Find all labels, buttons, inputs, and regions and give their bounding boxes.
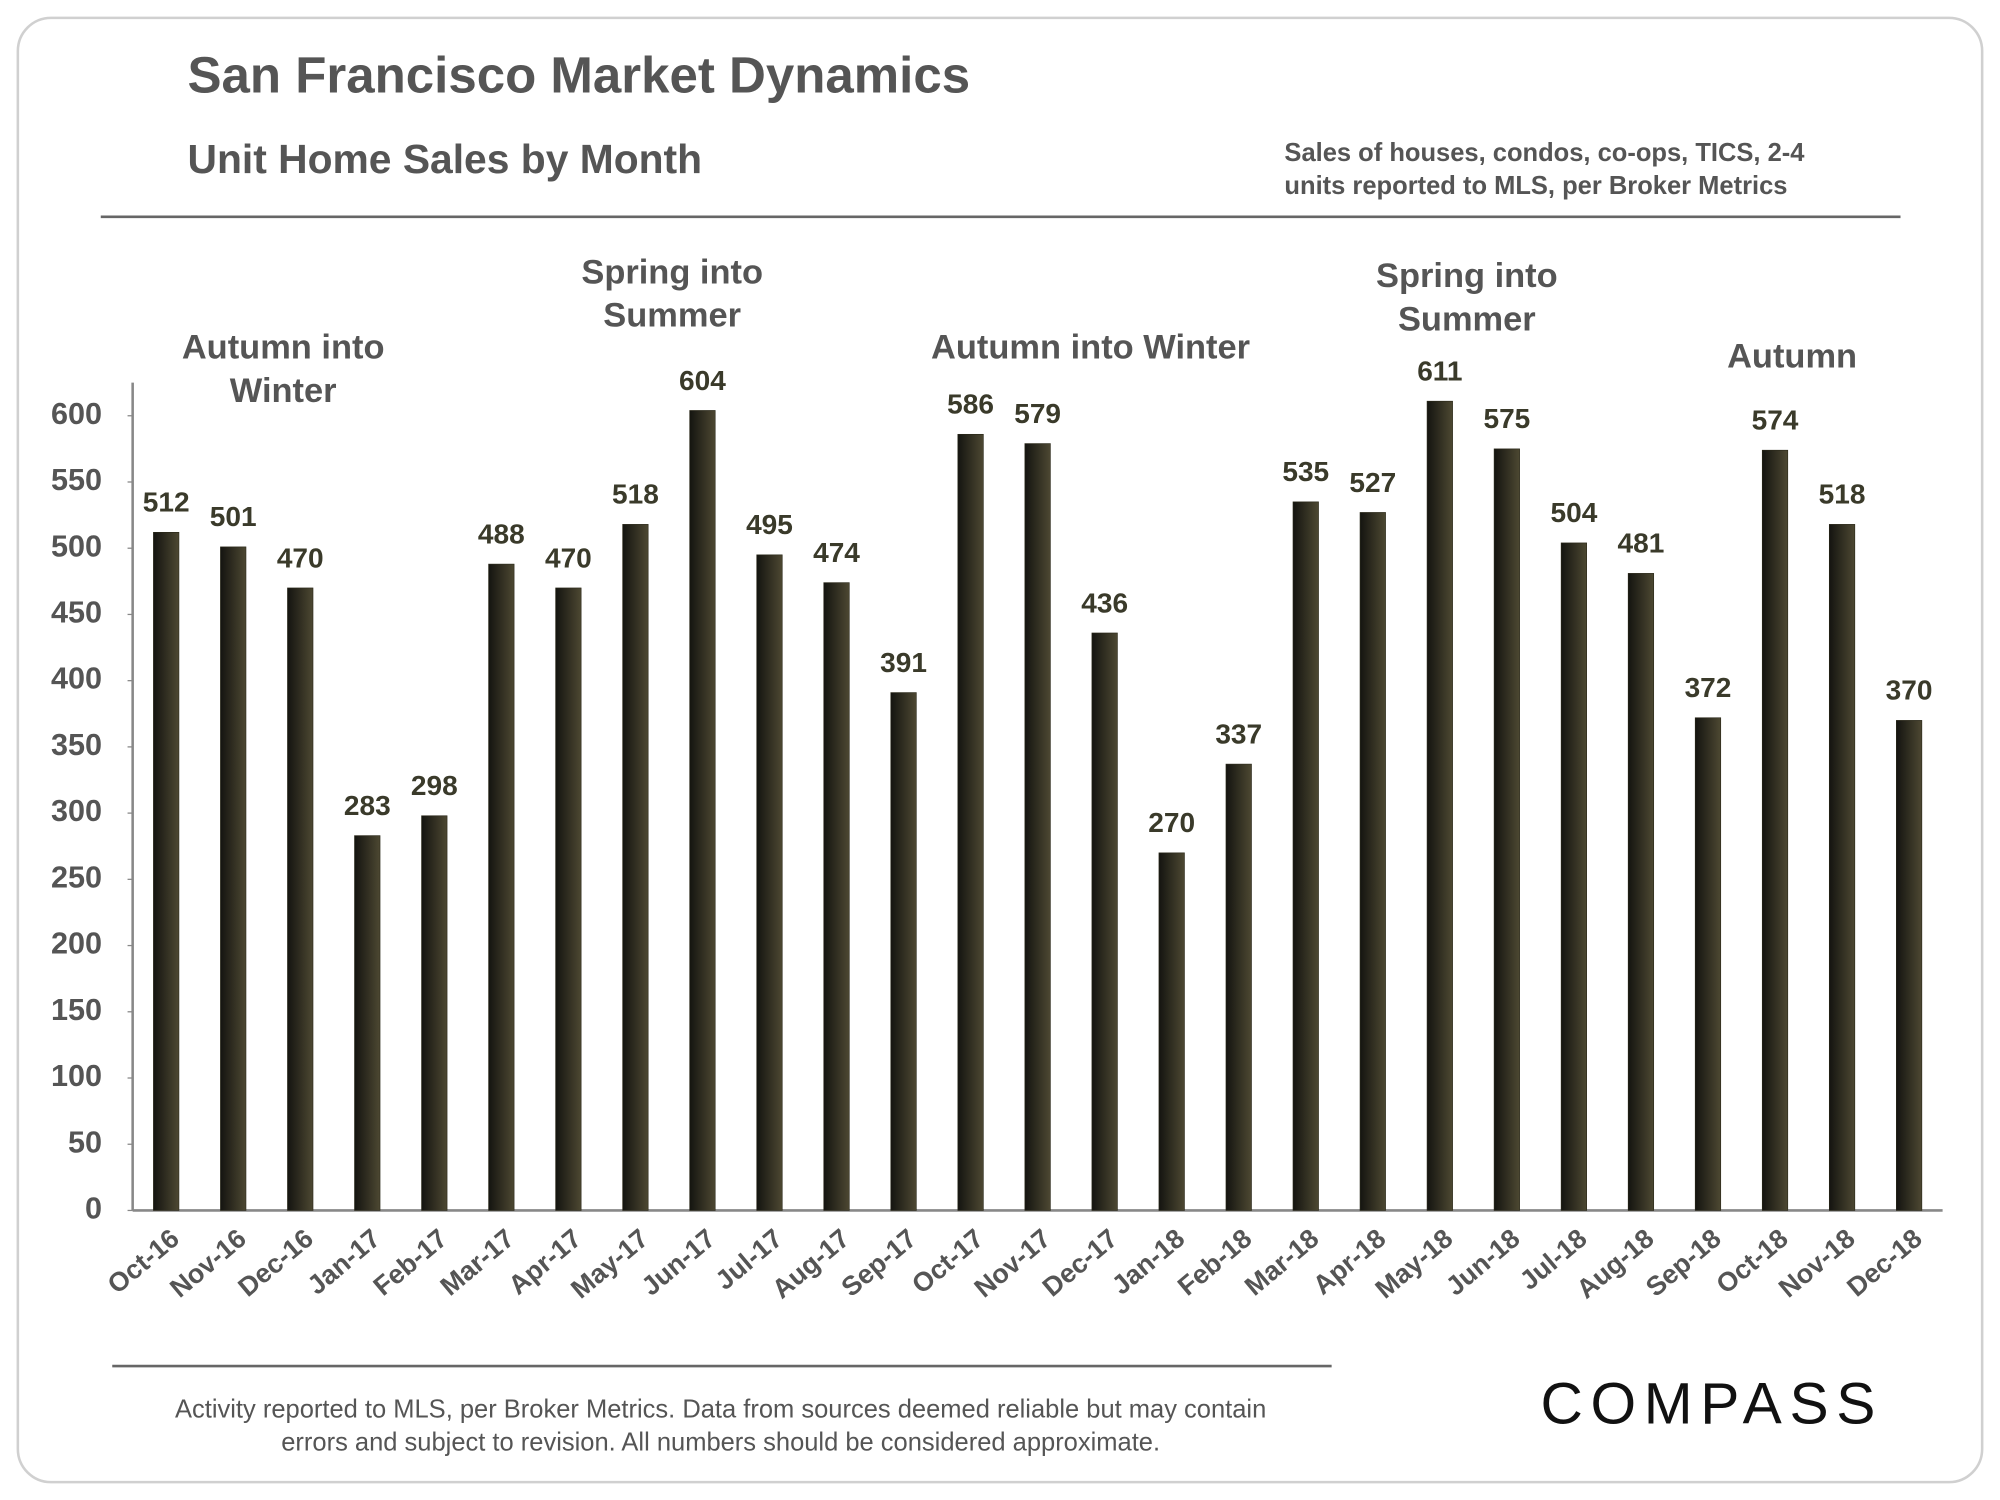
bar (622, 524, 649, 1211)
annotation: Spring into (581, 253, 763, 291)
data-label: 518 (612, 479, 659, 510)
annotation: Summer (603, 297, 741, 335)
data-label: 488 (478, 518, 525, 549)
bar (354, 835, 381, 1211)
bar (555, 587, 582, 1211)
bar (823, 582, 850, 1211)
footer: errors and subject to revision. All numb… (281, 1429, 1160, 1457)
annotation: Summer (1398, 301, 1536, 339)
bar (421, 815, 448, 1211)
data-label: 512 (143, 487, 190, 518)
y-tick-label: 0 (85, 1192, 102, 1226)
data-label: 370 (1886, 675, 1933, 706)
bar (1896, 720, 1923, 1211)
note: units reported to MLS, per Broker Metric… (1284, 172, 1787, 200)
bar (1426, 400, 1453, 1211)
bar (1627, 573, 1655, 1211)
y-tick-label: 150 (51, 993, 102, 1027)
bar (220, 546, 247, 1211)
data-label: 470 (545, 542, 592, 573)
bar (287, 587, 314, 1211)
bar (1158, 852, 1185, 1211)
bar (153, 532, 180, 1211)
annotation: Spring into (1376, 257, 1558, 295)
data-label: 501 (210, 501, 257, 532)
y-tick-label: 450 (51, 596, 102, 630)
footer: Activity reported to MLS, per Broker Met… (175, 1395, 1266, 1423)
data-label: 535 (1282, 456, 1329, 487)
data-label: 586 (947, 389, 994, 420)
bar (1359, 512, 1386, 1211)
annotation: Winter (230, 372, 337, 410)
y-tick-label: 250 (51, 860, 102, 894)
data-label: 527 (1349, 467, 1396, 498)
y-tick-label: 200 (51, 927, 102, 961)
data-label: 518 (1819, 479, 1866, 510)
data-label: 391 (880, 647, 927, 678)
data-label: 298 (411, 770, 458, 801)
bar (756, 554, 783, 1211)
bar (1493, 448, 1520, 1211)
chart-subtitle: Unit Home Sales by Month (188, 136, 703, 182)
y-tick-label: 400 (51, 662, 102, 696)
data-label: 436 (1081, 587, 1128, 618)
data-label: 574 (1752, 405, 1799, 436)
bar (1091, 632, 1118, 1211)
data-label: 575 (1483, 403, 1530, 434)
bar (957, 433, 984, 1211)
bar (689, 410, 716, 1211)
annotation: Autumn into (182, 329, 385, 367)
bar (1292, 501, 1319, 1211)
bar (1761, 449, 1789, 1211)
annotation: Autumn into Winter (931, 329, 1250, 367)
y-tick-label: 500 (51, 529, 102, 563)
data-label: 337 (1215, 718, 1262, 749)
bar (1560, 542, 1587, 1211)
bar (890, 692, 917, 1211)
bar (1225, 763, 1252, 1211)
data-label: 579 (1014, 398, 1061, 429)
y-tick-label: 600 (51, 397, 102, 431)
bar (1828, 524, 1856, 1211)
data-label: 270 (1148, 807, 1195, 838)
data-label: 470 (277, 542, 324, 573)
bar (488, 563, 515, 1211)
data-label: 481 (1618, 528, 1665, 559)
data-label: 495 (746, 509, 793, 540)
chart-title: San Francisco Market Dynamics (188, 47, 971, 104)
y-tick-label: 50 (68, 1125, 102, 1159)
annotation: Autumn (1727, 338, 1857, 376)
data-label: 372 (1685, 672, 1732, 703)
bar (1694, 717, 1722, 1211)
data-label: 504 (1551, 497, 1598, 528)
data-label: 474 (813, 537, 860, 568)
y-tick-label: 300 (51, 794, 102, 828)
logo: COMPASS (1540, 1372, 1883, 1437)
note: Sales of houses, condos, co-ops, TICS, 2… (1284, 139, 1805, 167)
y-tick-label: 350 (51, 728, 102, 762)
data-label: 611 (1417, 356, 1462, 387)
bar (1024, 443, 1051, 1211)
y-tick-label: 100 (51, 1059, 102, 1093)
data-label: 283 (344, 790, 391, 821)
y-tick-label: 550 (51, 463, 102, 497)
data-label: 604 (679, 365, 726, 396)
